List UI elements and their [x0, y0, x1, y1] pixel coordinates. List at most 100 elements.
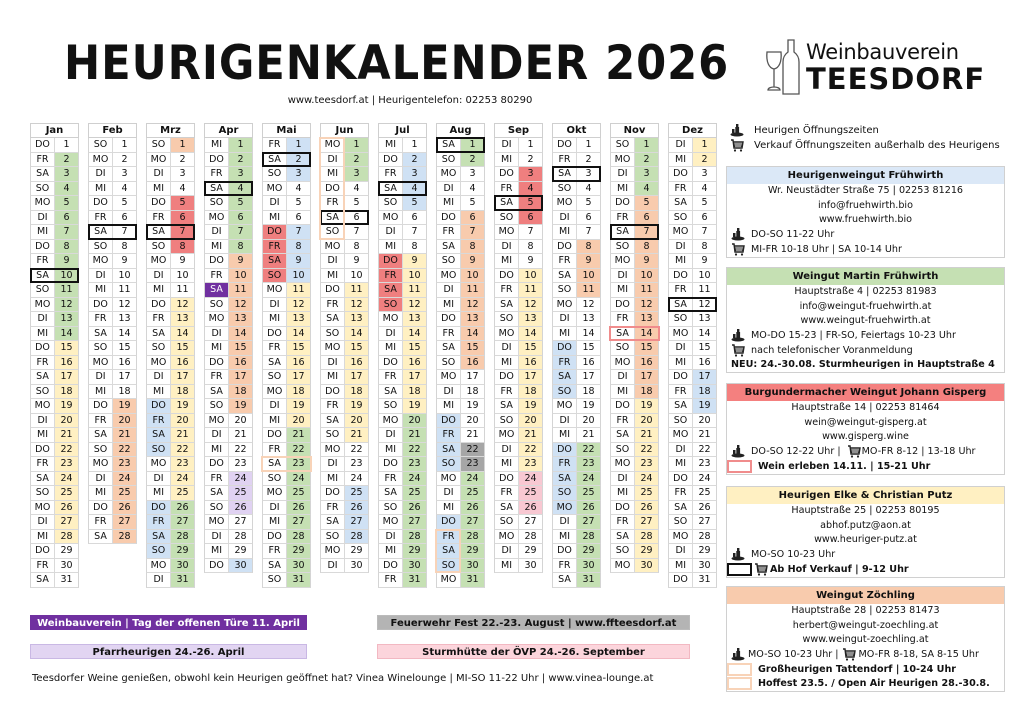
weekday-cell: MO [495, 326, 519, 340]
day-row: MO 21 [494, 428, 543, 443]
card-event: Ab Hof Verkauf | 9-12 Uhr [727, 562, 1004, 577]
day-number-cell: 9 [577, 254, 600, 268]
heurigen-icon [731, 228, 745, 241]
day-number-cell: 25 [171, 486, 194, 500]
card-email[interactable]: info@fruehwirth.bio [818, 199, 913, 211]
day-row: SA 16 [262, 355, 311, 370]
card-email[interactable]: info@weingut-fruehwirth.at [799, 300, 932, 312]
day-row: MI 14 [552, 326, 601, 341]
day-row: SO 8 [610, 239, 659, 254]
day-number-cell: 16 [403, 355, 426, 369]
weekday-cell: SO [437, 152, 461, 166]
weekday-cell: FR [495, 486, 519, 500]
weekday-cell: DI [379, 326, 403, 340]
day-row: DO 12 [610, 297, 659, 312]
subtitle-contact: www.teesdorf.at | Heurigentelefon: 02253… [287, 95, 533, 106]
day-number-cell: 7 [121, 226, 128, 237]
weekday-cell: DI [31, 515, 55, 529]
day-row: MI 29 [204, 544, 253, 559]
card-web[interactable]: www.fruehwirth.bio [818, 214, 913, 225]
day-number-cell: 14 [345, 326, 368, 340]
day-row: MI 19 [436, 399, 485, 414]
card-web[interactable]: www.weingut-fruehwirth.at [800, 315, 931, 326]
day-number-cell: 30 [287, 558, 310, 572]
event-text: Großheurigen Tattendorf | 10-24 Uhr [758, 663, 957, 675]
weekday-cell: FR [379, 370, 403, 384]
weekday-cell: FR [379, 573, 403, 587]
day-number-cell: 31 [577, 573, 600, 587]
day-number-cell: 10 [55, 268, 78, 282]
day-row: MI 11 [610, 283, 659, 298]
card-web[interactable]: www.heuriger-putz.at [814, 534, 917, 545]
day-number-cell: 31 [461, 573, 484, 587]
card-email[interactable]: wein@weingut-gisperg.at [804, 416, 927, 428]
day-row: SA 24 [30, 471, 79, 486]
day-row: MO 18 [262, 384, 311, 399]
month-nov: Nov SO 1 MO 2 DI 3 MI 4 DO 5 FR 6 SA 7 SO 8 MO 9 DI 10 MI 11 DO… [609, 123, 660, 573]
weekday-cell: FR [611, 312, 635, 326]
weekday-cell: SA [553, 167, 577, 181]
day-row: FR 10 [378, 268, 427, 283]
day-row: MO 20 [204, 413, 253, 428]
card-note: NEU: 24.-30.08. Sturmheurigen in Hauptst… [727, 358, 1004, 373]
card-web[interactable]: www.weingut-zoechling.at [802, 634, 929, 645]
weekday-cell: DI [263, 500, 287, 514]
day-row: FR 20 [88, 413, 137, 428]
day-number-cell: 9 [121, 255, 128, 266]
day-number-cell: 7 [171, 225, 194, 239]
weekday-cell: FR [553, 152, 577, 166]
day-row: DO 17 [494, 370, 543, 385]
day-row: FR 4 [668, 181, 717, 196]
day-row: MO 4 [262, 181, 311, 196]
weekday-cell: FR [669, 486, 693, 500]
day-row: SA 8 [436, 239, 485, 254]
weekday-cell: SA [495, 196, 519, 210]
day-number-cell: 15 [635, 341, 658, 355]
day-row: DO 15 [30, 341, 79, 356]
day-row: DO 8 [552, 239, 601, 254]
day-number-cell: 12 [403, 297, 426, 311]
day-number-cell: 15 [55, 341, 78, 355]
day-number-cell: 11 [698, 284, 711, 295]
day-number-cell: 20 [234, 414, 247, 426]
day-row: MO 14 [668, 326, 717, 341]
weekday-cell: DO [379, 254, 403, 268]
weekday-cell: MO [263, 384, 287, 398]
weekday-cell: SA [437, 239, 461, 253]
month-header: Okt [552, 123, 601, 138]
day-row: SO 25 [30, 486, 79, 501]
day-number-cell: 22 [287, 442, 310, 456]
day-number-cell: 22 [519, 442, 542, 456]
day-number-cell: 7 [229, 225, 252, 239]
weekday-cell: FR [263, 239, 287, 253]
month-header: Apr [204, 123, 253, 138]
day-row: DO 24 [494, 471, 543, 486]
day-number-cell: 24 [461, 471, 484, 485]
day-number-cell: 18 [345, 384, 368, 398]
day-number-cell: 28 [55, 529, 78, 543]
day-row: FR 27 [88, 515, 137, 530]
card-web[interactable]: www.gisperg.wine [822, 431, 909, 442]
day-number-cell: 22 [635, 442, 658, 456]
weekday-cell: DO [379, 558, 403, 572]
day-row: DI 21 [204, 428, 253, 443]
weekday-cell: SO [205, 297, 229, 311]
weekday-cell: SA [205, 181, 229, 195]
day-number-cell: 25 [229, 486, 252, 500]
day-row: DO 12 [88, 297, 137, 312]
day-row: SA 6 [320, 209, 369, 225]
day-number-cell: 3 [635, 167, 658, 181]
weekday-cell: DO [205, 152, 229, 166]
weekday-cell: MO [437, 370, 461, 384]
weekday-cell: MI [89, 181, 113, 195]
day-number-cell: 7 [527, 226, 534, 237]
card-email[interactable]: herbert@weingut-zoechling.at [792, 619, 939, 631]
weekday-cell: SO [669, 515, 693, 529]
card-email[interactable]: abhof.putz@aon.at [820, 519, 911, 531]
day-number-cell: 21 [698, 429, 711, 440]
weekday-cell: DI [89, 370, 113, 384]
weekday-cell: SO [495, 413, 519, 427]
day-number-cell: 26 [287, 500, 310, 514]
day-number-cell: 28 [698, 530, 711, 542]
day-number-cell: 5 [403, 196, 426, 210]
